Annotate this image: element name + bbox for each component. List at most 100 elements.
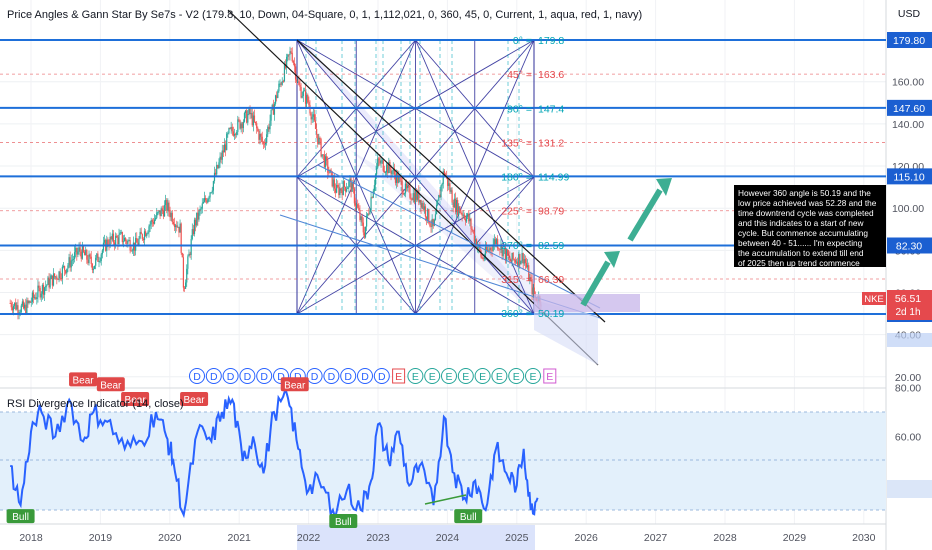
- candle-body: [103, 239, 106, 243]
- candle-body: [427, 209, 429, 220]
- candle-body: [441, 183, 443, 186]
- candle-body: [68, 257, 70, 266]
- bear-signal: [180, 392, 209, 406]
- candle-body: [233, 134, 236, 136]
- angle-value: 98.79: [538, 206, 564, 218]
- candle-body: [65, 270, 67, 274]
- wave-marker: [189, 368, 205, 384]
- candle-body: [231, 126, 233, 132]
- candle-body: [367, 213, 369, 216]
- candle-body: [219, 156, 221, 163]
- projection-arrow-2: [627, 178, 672, 242]
- candle-body: [299, 84, 301, 87]
- wave-marker: [323, 368, 340, 384]
- candle-body: [259, 133, 261, 140]
- candle-body: [395, 173, 398, 183]
- candle-body: [442, 171, 444, 184]
- candle-body: [321, 154, 323, 157]
- candle-body: [102, 242, 105, 251]
- candle-body: [138, 238, 140, 245]
- candle-body: [463, 214, 465, 219]
- candle-body: [409, 186, 411, 198]
- candle-body: [296, 79, 298, 82]
- candle-body: [387, 164, 389, 174]
- candle-body: [99, 260, 101, 262]
- candle-body: [267, 126, 269, 135]
- candle-body: [142, 238, 145, 241]
- price-tick-label: 140.00: [892, 119, 924, 131]
- candle-body: [183, 287, 186, 289]
- candle-body: [364, 226, 367, 238]
- candle-body: [374, 174, 377, 186]
- candle-body: [394, 174, 397, 183]
- candle-body: [201, 203, 203, 209]
- candle-body: [196, 212, 198, 226]
- candle-body: [89, 254, 91, 257]
- candle-body: [418, 190, 420, 203]
- candle-body: [370, 197, 372, 211]
- time-tick-label: 2026: [575, 532, 599, 544]
- candle-body: [91, 263, 93, 271]
- angle-label: 270° =: [501, 240, 532, 252]
- signal-label: Bull: [460, 512, 477, 523]
- candle-body: [412, 193, 414, 200]
- wave-marker: [392, 368, 406, 384]
- candle-body: [159, 210, 161, 217]
- wave-label: D: [227, 371, 235, 383]
- price-tick-label: 100.00: [892, 203, 924, 215]
- candle-body: [312, 114, 314, 117]
- candle-body: [420, 199, 422, 208]
- candle-body: [240, 123, 242, 129]
- time-axis[interactable]: 2018 2019 2020 2021 2022 2023 2024 2025 2026 2027…: [19, 532, 875, 544]
- candle-body: [443, 171, 445, 175]
- wave-label: E: [513, 371, 520, 383]
- candle-body: [289, 51, 291, 55]
- wave-label: D: [311, 371, 319, 383]
- candle-body: [179, 223, 181, 233]
- wave-marker: [256, 368, 273, 384]
- candle-body: [36, 297, 38, 300]
- analysis-note-text: However 360 angle is 50.19 and the low pr…: [738, 188, 877, 268]
- candle-body: [473, 231, 475, 242]
- candle-body: [336, 184, 338, 193]
- signal-label: Bear: [125, 395, 147, 406]
- candle-body: [210, 192, 212, 194]
- candle-body: [500, 244, 502, 250]
- angle-label: 225° =: [501, 206, 532, 218]
- candle-body: [140, 231, 142, 235]
- candle-body: [220, 156, 222, 160]
- candle-body: [152, 221, 155, 224]
- candle-body: [503, 247, 505, 250]
- candle-body: [363, 232, 365, 238]
- candle-body: [491, 249, 493, 251]
- candle-body: [353, 188, 356, 204]
- wave-marker: [424, 368, 441, 384]
- candle-body: [421, 203, 423, 208]
- wave-label: E: [462, 371, 469, 383]
- wave-label: E: [479, 371, 486, 383]
- candle-body: [509, 256, 511, 262]
- candle-body: [533, 287, 535, 297]
- candle-body: [494, 239, 497, 244]
- candle-body: [293, 63, 296, 67]
- candle-body: [318, 137, 320, 144]
- candle-body: [328, 172, 330, 174]
- candle-body: [343, 181, 346, 187]
- candle-body: [497, 239, 499, 249]
- candle-body: [301, 96, 303, 98]
- rsi-value-marker: [887, 480, 932, 498]
- candle-body: [198, 210, 200, 220]
- candle-body: [239, 120, 241, 129]
- candle-body: [334, 188, 337, 193]
- candle-body: [60, 278, 62, 279]
- candle-body: [24, 304, 26, 309]
- candle-body: [110, 236, 112, 240]
- candle-body: [141, 234, 143, 239]
- candle-body: [417, 190, 419, 200]
- note-line: between 40 - 51...... I'm expecting: [738, 238, 863, 248]
- candle-body: [462, 214, 464, 216]
- level-badge: 147.60: [893, 103, 925, 115]
- candle-body: [175, 225, 177, 228]
- wave-marker: [357, 368, 373, 384]
